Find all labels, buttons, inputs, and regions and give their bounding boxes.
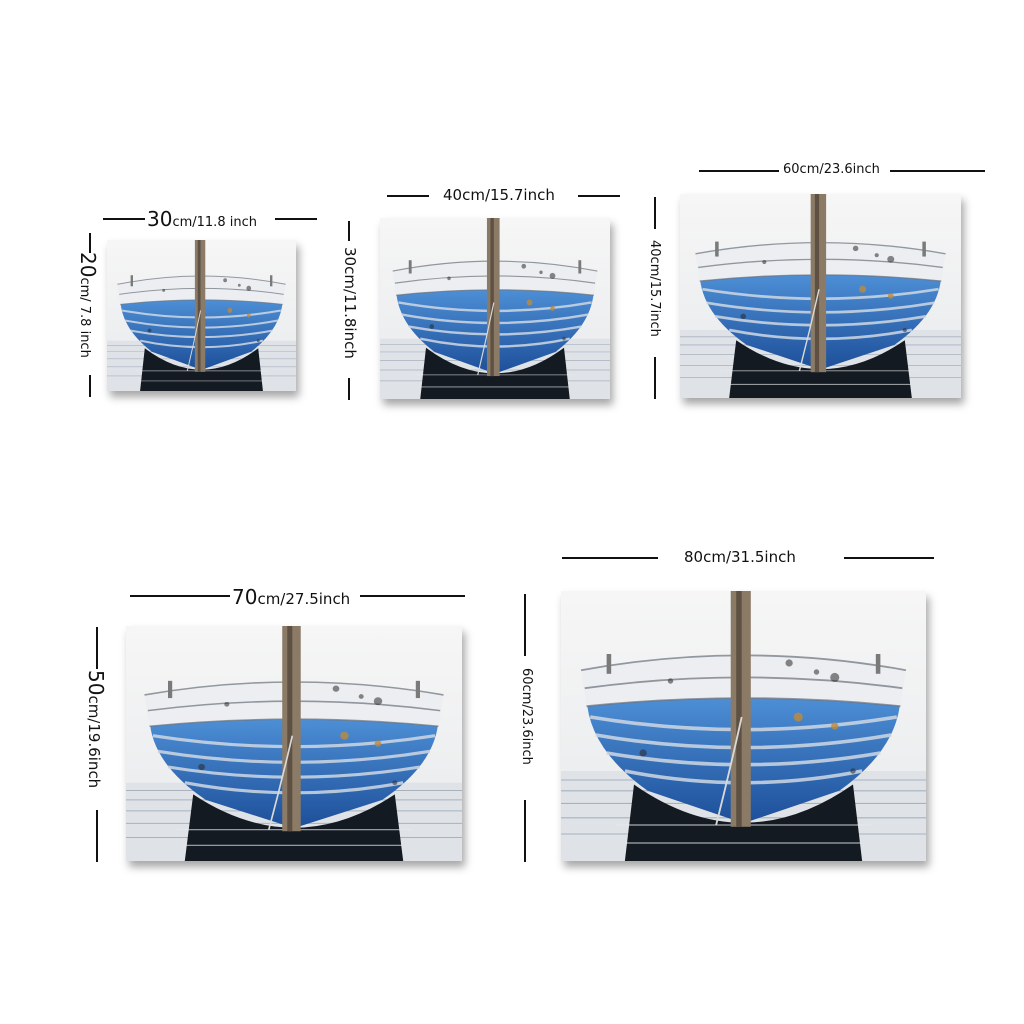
print-30x20-height-label: 20cm/ 7.8 inch (76, 252, 100, 358)
print-40x30-height-label: 30cm/11.8inch (341, 247, 359, 359)
width-dimension-line-left (130, 595, 230, 597)
width-dimension-line-right (578, 195, 620, 197)
height-dimension-line-bottom (96, 810, 98, 862)
height-value: 50 (84, 670, 108, 696)
print-60x40-height-label: 40cm/15.7inch (647, 240, 662, 337)
height-dimension-line-top (524, 594, 526, 656)
print-60x40-image (680, 194, 961, 398)
print-40x30-width-label: 40cm/15.7inch (443, 186, 555, 204)
width-dimension-line-left (387, 195, 429, 197)
print-80x60-image (561, 591, 926, 861)
print-70x50-image (126, 626, 462, 861)
width-dimension-line-right (844, 557, 934, 559)
print-40x30-image (380, 218, 610, 399)
height-dimension-line-bottom (89, 375, 91, 397)
width-dimension-line-right (890, 170, 985, 172)
width-dimension-line-right (275, 218, 317, 220)
print-60x40-width-label: 60cm/23.6inch (783, 162, 880, 177)
width-unit: cm/11.8 inch (172, 215, 257, 230)
height-dimension-line-top (89, 233, 91, 253)
print-70x50-height-label: 50cm/19.6inch (84, 670, 108, 788)
height-unit: cm/ 7.8 inch (77, 277, 92, 358)
width-dimension-line-right (360, 595, 465, 597)
print-30x20-image (107, 240, 296, 391)
width-dimension-line-left (699, 170, 779, 172)
width-unit: cm/27.5inch (257, 590, 351, 608)
width-value: 70 (232, 585, 258, 609)
height-unit: cm/19.6inch (85, 695, 103, 789)
height-dimension-line-bottom (654, 357, 656, 399)
width-value: 30 (147, 207, 173, 231)
height-dimension-line-top (96, 627, 98, 669)
height-dimension-line-bottom (348, 378, 350, 400)
print-70x50-width-label: 70cm/27.5inch (232, 585, 350, 609)
print-30x20-width-label: 30cm/11.8 inch (147, 207, 257, 231)
width-dimension-line-left (103, 218, 145, 220)
height-value: 20 (76, 252, 100, 278)
print-80x60-height-label: 60cm/23.6inch (519, 668, 534, 765)
print-80x60-width-label: 80cm/31.5inch (684, 548, 796, 566)
height-dimension-line-top (654, 197, 656, 229)
width-dimension-line-left (562, 557, 658, 559)
height-dimension-line-top (348, 221, 350, 241)
height-dimension-line-bottom (524, 800, 526, 862)
